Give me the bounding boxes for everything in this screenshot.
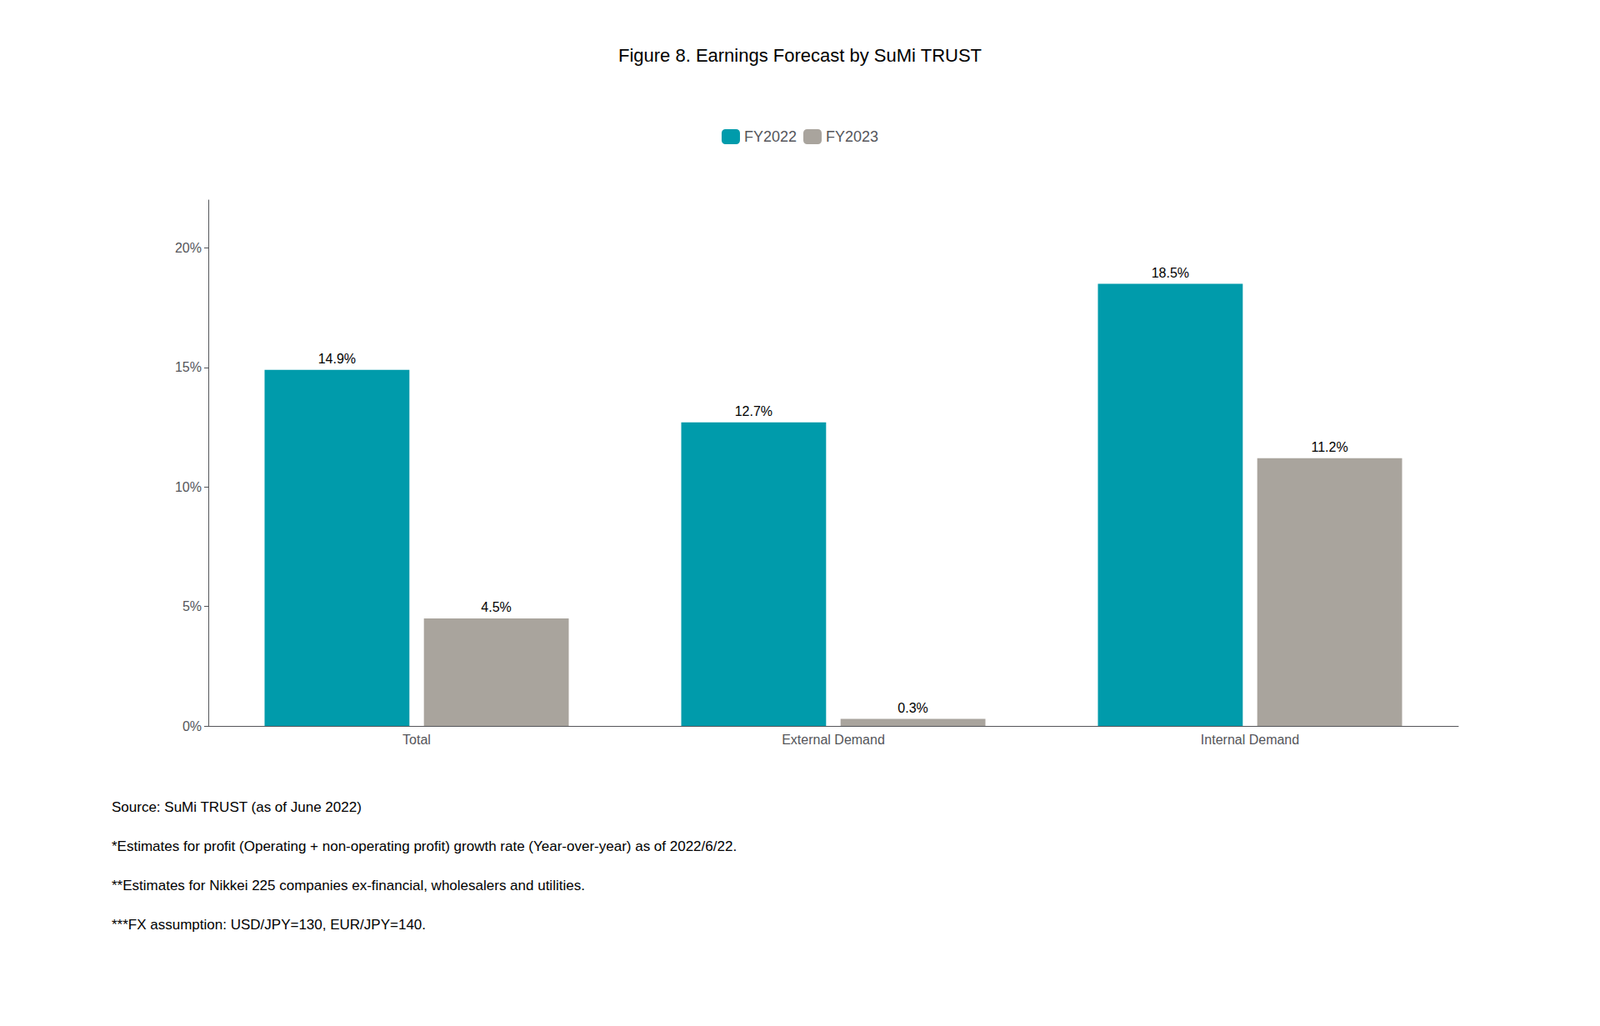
svg-text:4.5%: 4.5% — [480, 600, 511, 615]
svg-text:20%: 20% — [175, 240, 202, 255]
svg-text:Total: Total — [402, 732, 431, 747]
svg-text:15%: 15% — [175, 360, 202, 375]
svg-text:Figure 8. Earnings Forecast by: Figure 8. Earnings Forecast by SuMi TRUS… — [618, 45, 982, 66]
svg-text:Internal Demand: Internal Demand — [1200, 732, 1300, 747]
svg-text:FY2023: FY2023 — [825, 128, 879, 145]
svg-text:11.2%: 11.2% — [1311, 440, 1349, 455]
svg-text:18.5%: 18.5% — [1151, 265, 1190, 280]
svg-text:**Estimates for Nikkei 225 com: **Estimates for Nikkei 225 companies ex-… — [111, 877, 585, 894]
svg-text:***FX assumption: USD/JPY=130,: ***FX assumption: USD/JPY=130, EUR/JPY=1… — [111, 916, 426, 933]
svg-text:14.9%: 14.9% — [318, 351, 356, 366]
svg-text:5%: 5% — [182, 599, 202, 614]
svg-text:10%: 10% — [175, 480, 202, 495]
svg-text:12.7%: 12.7% — [735, 404, 773, 419]
svg-text:Source: SuMi TRUST (as of June: Source: SuMi TRUST (as of June 2022) — [111, 799, 362, 815]
svg-text:FY2022: FY2022 — [744, 128, 797, 145]
svg-text:*Estimates for profit (Operati: *Estimates for profit (Operating + non-o… — [111, 838, 737, 855]
svg-text:0%: 0% — [182, 719, 202, 734]
svg-text:0.3%: 0.3% — [897, 700, 928, 715]
svg-text:External Demand: External Demand — [781, 732, 885, 747]
